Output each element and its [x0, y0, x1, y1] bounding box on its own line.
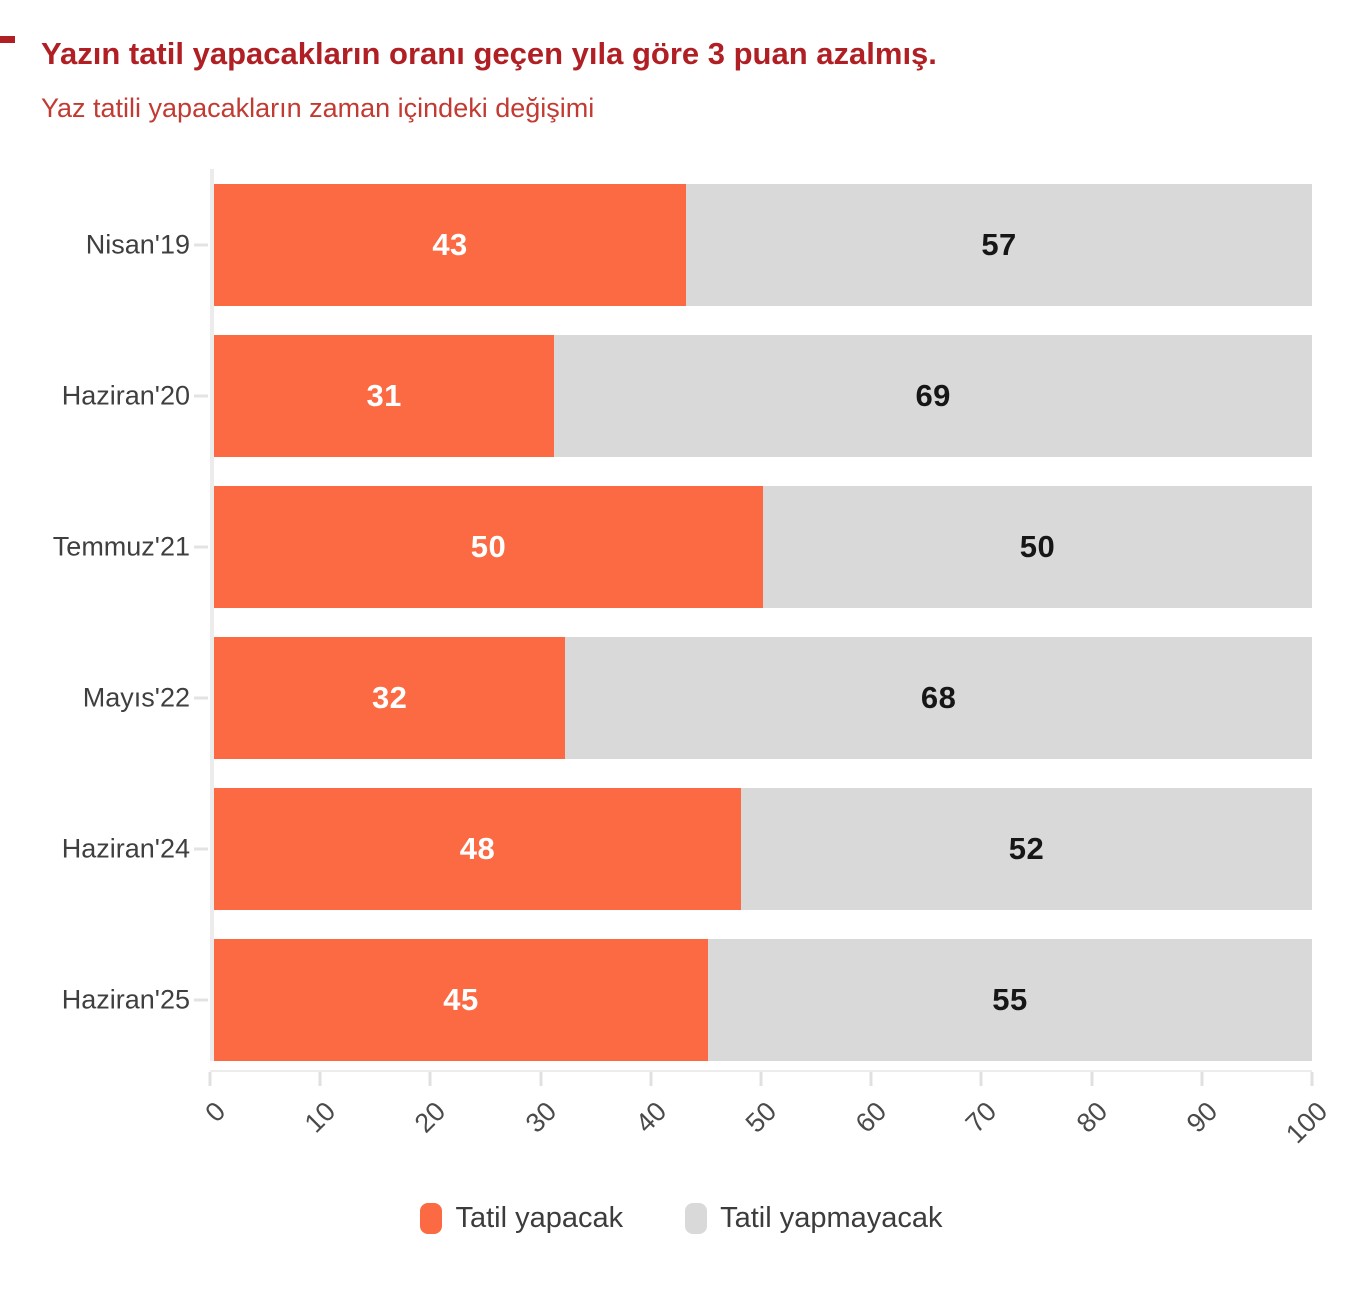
- segment-tatil-yapacak[interactable]: 43: [214, 183, 687, 306]
- x-axis-tick-label: 100: [1280, 1095, 1334, 1149]
- bar-row: Haziran'25 45 55: [62, 938, 1312, 1061]
- category-label: Temmuz'21: [52, 531, 190, 562]
- legend-item-tatil-yapacak[interactable]: Tatil yapacak: [420, 1202, 623, 1235]
- x-axis-tick: [869, 1071, 873, 1086]
- x-axis-baseline: [210, 1069, 1312, 1072]
- chart-title: Yazın tatil yapacakların oranı geçen yıl…: [41, 36, 937, 71]
- x-axis-tick: [539, 1071, 543, 1086]
- cropped-corner-mark: [0, 36, 15, 43]
- x-axis-tick-label: 50: [739, 1095, 783, 1139]
- bar-row: Temmuz'21 50 50: [53, 485, 1312, 608]
- legend-item-tatil-yapmayacak[interactable]: Tatil yapmayacak: [685, 1201, 943, 1235]
- bar-value-label: 45: [443, 981, 479, 1017]
- category-label: Mayıs'22: [82, 682, 190, 713]
- legend: Tatil yapacak Tatil yapmayacak: [0, 1202, 1363, 1235]
- bar-row: Haziran'24 48 52: [62, 787, 1312, 910]
- x-axis-tick-label: 70: [960, 1095, 1003, 1139]
- x-axis-tick: [208, 1071, 212, 1086]
- x-axis-tick: [979, 1071, 983, 1086]
- category-tick: [194, 394, 208, 398]
- x-axis-tick-label: 10: [298, 1095, 342, 1139]
- x-axis-tick: [318, 1071, 322, 1086]
- bar-chart: Nisan'19 43 57 Haziran'20 31 69 Temmuz'2…: [53, 168, 1333, 1190]
- segment-tatil-yapmayacak[interactable]: 55: [708, 938, 1312, 1061]
- x-axis-tick-label: 80: [1070, 1095, 1113, 1139]
- category-tick: [194, 696, 208, 700]
- segment-tatil-yapmayacak[interactable]: 68: [565, 636, 1312, 759]
- category-label: Haziran'24: [61, 833, 190, 864]
- chart-subtitle: Yaz tatili yapacakların zaman içindeki d…: [41, 92, 595, 123]
- x-axis-tick-label: 0: [199, 1095, 232, 1128]
- category-label: Nisan'19: [85, 229, 190, 260]
- segment-tatil-yapmayacak[interactable]: 52: [741, 787, 1312, 910]
- x-axis-tick-label: 20: [409, 1095, 452, 1139]
- x-axis-tick-label: 30: [519, 1095, 562, 1139]
- legend-label: Tatil yapmayacak: [720, 1201, 943, 1234]
- segment-tatil-yapacak[interactable]: 32: [214, 636, 566, 759]
- x-axis-tick-label: 40: [629, 1095, 673, 1139]
- bar-value-label: 48: [459, 830, 496, 866]
- bar-value-label: 43: [432, 226, 468, 262]
- x-axis-tick: [1310, 1071, 1314, 1086]
- segment-tatil-yapacak[interactable]: 45: [214, 938, 709, 1061]
- plot-area: Nisan'19 43 57 Haziran'20 31 69 Temmuz'2…: [53, 168, 1312, 1061]
- legend-label: Tatil yapacak: [455, 1201, 624, 1234]
- segment-tatil-yapacak[interactable]: 50: [214, 485, 763, 608]
- bar-value-label: 32: [371, 679, 408, 715]
- x-axis-tick: [1090, 1071, 1094, 1086]
- bar-value-label: 69: [915, 377, 951, 413]
- x-axis: 0 10 20 30 40 50 60 70 80 90 100: [199, 1069, 1333, 1190]
- bar-value-label: 50: [470, 528, 507, 564]
- segment-tatil-yapmayacak[interactable]: 50: [763, 485, 1312, 608]
- bar-value-label: 50: [1019, 528, 1056, 564]
- category-tick: [194, 998, 208, 1002]
- x-axis-tick-label: 90: [1180, 1095, 1224, 1139]
- segment-tatil-yapmayacak[interactable]: 57: [686, 183, 1312, 306]
- x-axis-tick: [428, 1071, 432, 1086]
- x-axis-tick: [649, 1071, 653, 1086]
- category-label: Haziran'25: [61, 984, 190, 1015]
- x-axis-tick: [759, 1071, 763, 1086]
- legend-swatch-gray: [685, 1202, 708, 1234]
- bar-row: Nisan'19 43 57: [86, 183, 1312, 306]
- legend-swatch-orange: [420, 1202, 443, 1234]
- bar-value-label: 68: [920, 679, 957, 715]
- chart-header: Yazın tatil yapacakların oranı geçen yıl…: [41, 36, 1322, 124]
- x-axis-tick-label: 60: [849, 1095, 893, 1139]
- segment-tatil-yapmayacak[interactable]: 69: [554, 334, 1312, 457]
- category-tick: [194, 847, 208, 851]
- category-tick: [194, 545, 208, 549]
- segment-tatil-yapacak[interactable]: 48: [214, 787, 742, 910]
- bar-value-label: 55: [992, 981, 1028, 1017]
- category-label: Haziran'20: [61, 380, 190, 411]
- bar-value-label: 31: [366, 377, 402, 413]
- segment-tatil-yapacak[interactable]: 31: [214, 334, 555, 457]
- bar-value-label: 57: [981, 226, 1017, 262]
- bar-row: Haziran'20 31 69: [62, 334, 1312, 457]
- x-axis-tick: [1200, 1071, 1204, 1086]
- category-tick: [194, 243, 208, 247]
- bar-value-label: 52: [1008, 830, 1045, 866]
- bar-row: Mayıs'22 32 68: [83, 636, 1312, 759]
